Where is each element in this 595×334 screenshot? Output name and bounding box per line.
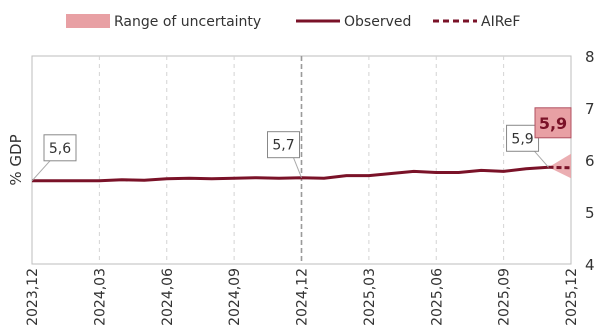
x-tick-label: 2025,12 bbox=[564, 268, 580, 326]
x-tick-label: 2024,06 bbox=[160, 268, 176, 326]
annotation-leader bbox=[534, 150, 549, 168]
y-tick-label: 4 bbox=[585, 256, 595, 274]
annotation-box bbox=[506, 124, 540, 152]
annotation-label: 5,6 bbox=[49, 141, 71, 157]
annotation-label: 5,7 bbox=[272, 138, 294, 154]
annotation-box bbox=[267, 131, 300, 159]
y-tick-label: 6 bbox=[585, 152, 595, 170]
annotation-box bbox=[43, 134, 77, 162]
annotation-leader bbox=[31, 160, 51, 182]
annotation-leader bbox=[293, 157, 302, 178]
x-tick-label: 2023,12 bbox=[25, 268, 41, 326]
y-tick-label: 5 bbox=[585, 204, 595, 222]
series-line-airef bbox=[548, 165, 572, 170]
x-tick-label: 2024,12 bbox=[295, 268, 311, 326]
annotation-highlight-box bbox=[534, 107, 572, 139]
uncertainty-band bbox=[548, 153, 571, 179]
x-tick-label: 2025,09 bbox=[497, 268, 513, 326]
x-tick-label: 2025,03 bbox=[362, 268, 378, 326]
legend-label: Range of uncertainty bbox=[114, 14, 261, 30]
annotation-highlight-label: 5,9 bbox=[539, 114, 567, 133]
legend-label: Observed bbox=[344, 14, 411, 30]
x-tick-label: 2024,09 bbox=[227, 268, 243, 326]
legend-label: AIReF bbox=[481, 14, 520, 30]
x-tick-label: 2025,06 bbox=[429, 268, 445, 326]
y-axis-label: % GDP bbox=[7, 134, 25, 185]
x-tick-label: 2024,03 bbox=[92, 268, 108, 326]
annotation-label: 5,9 bbox=[511, 131, 533, 147]
series-line-observed bbox=[32, 165, 549, 183]
y-tick-label: 8 bbox=[585, 48, 595, 66]
y-tick-label: 7 bbox=[585, 100, 595, 118]
legend-swatch-band bbox=[66, 14, 110, 28]
